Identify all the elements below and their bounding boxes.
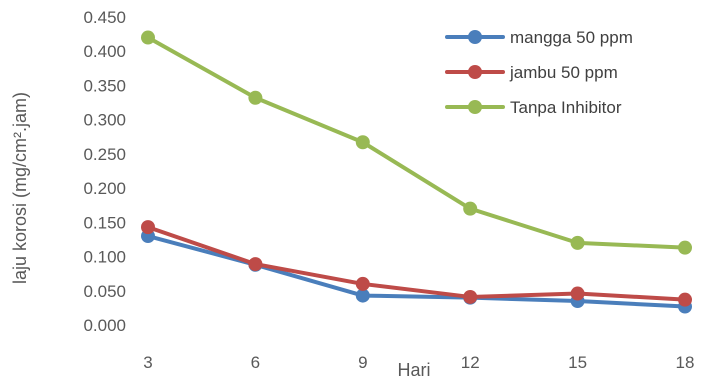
data-point — [570, 286, 585, 301]
legend-item: mangga 50 ppm — [445, 28, 633, 47]
y-tick-label: 0.350 — [83, 76, 126, 95]
y-tick-label: 0.400 — [83, 42, 126, 61]
y-tick-label: 0.250 — [83, 145, 126, 164]
data-point — [678, 292, 692, 307]
x-axis: 3 6 9 12 15 18 — [143, 353, 694, 372]
data-point — [355, 288, 370, 303]
x-tick-label: 12 — [461, 353, 480, 372]
legend-marker — [468, 30, 482, 44]
data-point — [248, 257, 263, 272]
y-axis: 0.000 0.050 0.100 0.150 0.200 0.250 0.300 0.350… — [83, 8, 126, 335]
y-tick-label: 0.150 — [83, 213, 126, 232]
data-point — [355, 276, 370, 291]
x-tick-label: 6 — [251, 353, 260, 372]
plot-area — [141, 30, 692, 314]
data-point — [463, 201, 478, 216]
data-point — [141, 220, 155, 235]
series-line — [146, 225, 687, 302]
y-tick-label: 0.450 — [83, 8, 126, 27]
data-point — [141, 30, 155, 45]
x-tick-label: 3 — [143, 353, 152, 372]
legend-item: jambu 50 ppm — [445, 63, 618, 82]
x-tick-label: 18 — [676, 353, 695, 372]
legend-label: mangga 50 ppm — [510, 28, 633, 47]
series-3 — [141, 30, 692, 255]
legend: mangga 50 ppm jambu 50 ppm Tanpa Inhibitor — [445, 28, 633, 117]
data-point — [678, 240, 692, 255]
data-point — [248, 90, 263, 105]
y-tick-label: 0.050 — [83, 282, 126, 301]
x-tick-label: 15 — [568, 353, 587, 372]
data-point — [463, 289, 478, 304]
legend-label: jambu 50 ppm — [509, 63, 618, 82]
legend-label: Tanpa Inhibitor — [510, 98, 622, 117]
legend-marker — [468, 100, 482, 114]
y-axis-title: laju korosi (mg/cm².jam) — [10, 92, 30, 284]
legend-marker — [468, 65, 482, 79]
legend-item: Tanpa Inhibitor — [445, 98, 622, 117]
y-tick-label: 0.100 — [83, 248, 126, 267]
y-tick-label: 0.000 — [83, 316, 126, 335]
x-axis-title: Hari — [397, 360, 430, 380]
series-1 — [141, 229, 692, 314]
x-tick-label: 9 — [358, 353, 367, 372]
y-tick-label: 0.200 — [83, 179, 126, 198]
y-tick-label: 0.300 — [83, 111, 126, 130]
data-point — [355, 135, 370, 150]
data-point — [570, 235, 585, 250]
series-2 — [141, 220, 692, 307]
series-line — [146, 35, 687, 250]
